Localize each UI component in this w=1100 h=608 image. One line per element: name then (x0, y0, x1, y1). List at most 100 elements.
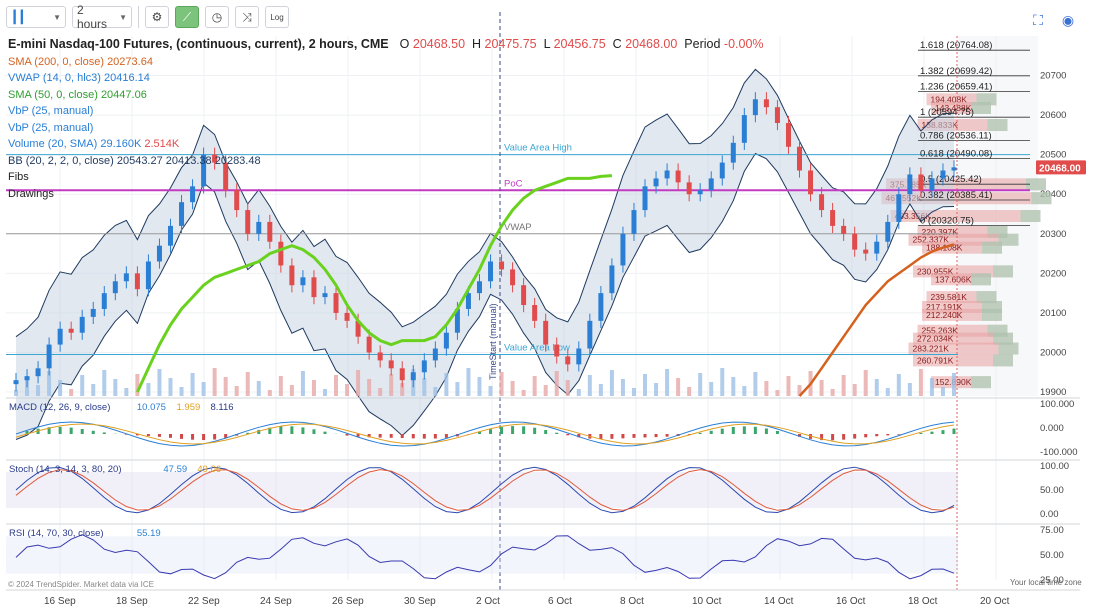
volume-bar (720, 368, 725, 396)
volume-bar (278, 376, 283, 396)
price-tick-label: 20400 (1040, 189, 1066, 200)
fullscreen-icon[interactable]: ⛶ (1033, 12, 1043, 28)
rsi-label: RSI (14, 70, 30, close) (9, 528, 104, 539)
macd-histogram-bar (864, 434, 868, 438)
stoch-band (6, 472, 958, 508)
volume-bar (168, 378, 173, 396)
price-tick-label: 20700 (1040, 71, 1066, 82)
volume-profile-label: 230.955K (917, 266, 954, 276)
x-tick-label: 20 Oct (980, 596, 1010, 607)
stoch-value: 47.59 (163, 464, 187, 475)
price-tick-label: 20100 (1040, 308, 1066, 319)
candle-body (907, 174, 913, 195)
clock-icon: ◷ (211, 10, 223, 24)
volume-profile-bar (998, 233, 1019, 246)
log-button[interactable]: Log (265, 6, 289, 28)
indicator-volume[interactable]: Volume (20, SMA) 29.160K 2.514K (8, 136, 764, 153)
indicator-label: VbP (25, manual) (8, 105, 94, 117)
indicator-drawings[interactable]: Drawings (8, 186, 764, 203)
indicator-vwap[interactable]: VWAP (14, 0, hlc3) 20416.14 (8, 70, 764, 87)
indicator-sma200[interactable]: SMA (200, 0, close) 20273.64 (8, 54, 764, 71)
macd-histogram-bar (477, 431, 481, 434)
indicator-value: 20273.64 (107, 55, 153, 68)
indicator-sma50[interactable]: SMA (50, 0, close) 20447.06 (8, 87, 764, 104)
indicator-vbp-1[interactable]: VbP (25, manual) (8, 103, 764, 120)
indicator-bb[interactable]: BB (20, 2, 2, 0, close) 20543.27 20413.3… (8, 153, 764, 170)
volume-bar (334, 375, 339, 396)
candle-body (311, 277, 317, 298)
clock-button[interactable]: ◷ (205, 6, 229, 28)
volume-profile-bar (982, 308, 1002, 321)
volume-bar (322, 389, 327, 396)
candle-body (68, 328, 74, 333)
indicator-label: VWAP (14, 0, hlc3) (8, 72, 101, 84)
volume-bar (47, 371, 52, 396)
volume-bar (918, 369, 923, 396)
volume-bar (609, 370, 614, 396)
x-tick-label: 24 Sep (260, 596, 292, 607)
candle-body (399, 368, 405, 381)
volume-bar (532, 376, 537, 396)
chart-legend: E-mini Nasdaq-100 Futures, (continuous, … (8, 36, 764, 202)
volume-bar (620, 379, 625, 396)
macd-signal-line (15, 423, 955, 445)
volume-profile-label: 220.397K (922, 227, 959, 237)
chart-title-row: E-mini Nasdaq-100 Futures, (continuous, … (8, 36, 764, 54)
volume-bar (665, 369, 670, 396)
macd-histogram-bar (566, 434, 570, 436)
macd-axis-label: -100.000 (1040, 447, 1078, 458)
settings-button[interactable]: ⚙ (145, 6, 169, 28)
macd-histogram-bar (422, 434, 426, 439)
macd-histogram-bar (25, 431, 29, 434)
x-tick-label: 6 Oct (548, 596, 572, 607)
volume-bar (631, 388, 636, 396)
macd-histogram-bar (544, 430, 548, 434)
x-tick-label: 2 Oct (476, 596, 500, 607)
macd-histogram-bar (919, 432, 923, 434)
camera-icon[interactable]: ◉ (1061, 12, 1075, 28)
macd-histogram-bar (411, 434, 415, 439)
volume-bar (245, 372, 250, 396)
indicator-button[interactable]: ⟋ (175, 6, 199, 28)
volume-bar (14, 390, 18, 396)
macd-histogram-bar (257, 429, 261, 434)
period-label: Period (684, 37, 721, 51)
candle-body (101, 293, 107, 309)
volume-bar (598, 384, 603, 396)
candle-body (123, 273, 129, 282)
volume-bar (554, 371, 559, 396)
candle-body (620, 233, 626, 266)
macd-histogram-bar (632, 434, 636, 438)
macd-axis-label: 0.000 (1040, 423, 1064, 434)
macd-histogram-bar (58, 426, 62, 434)
volume-bar (466, 368, 471, 396)
macd-histogram-bar (500, 427, 504, 434)
volume-bar (124, 388, 129, 396)
candle-body (388, 360, 394, 369)
macd-axis-label: 100.000 (1040, 399, 1074, 410)
x-tick-label: 10 Oct (692, 596, 722, 607)
candle-body (896, 194, 902, 222)
candle-body (190, 186, 196, 203)
x-tick-label: 18 Sep (116, 596, 148, 607)
indicator-vbp-2[interactable]: VbP (25, manual) (8, 120, 764, 137)
macd-histogram-bar (875, 434, 879, 437)
volume-bar (786, 376, 791, 396)
crosshair-button[interactable]: ⤨ (235, 6, 259, 28)
open-label: O (399, 37, 410, 51)
fib-level-label: 0.382 (20385.41) (920, 190, 992, 201)
indicator-fibs[interactable]: Fibs (8, 169, 764, 186)
timestart-label: TimeStart (manual) (488, 303, 498, 380)
macd-histogram-bar (135, 434, 139, 436)
macd-histogram-bar (356, 434, 360, 437)
chart-style-select[interactable]: ┃┃ ▼ (6, 6, 66, 28)
interval-select[interactable]: 2 hours ▼ (72, 3, 132, 31)
macd-histogram-bar (301, 427, 305, 434)
volume-bar (587, 375, 592, 396)
candle-body (488, 261, 494, 282)
candle-body (267, 221, 273, 242)
ohlc-readout: O 20468.50 H 20475.75 L 20456.75 C 20468… (400, 37, 764, 51)
sma200-line (798, 243, 955, 397)
indicator-label: BB (20, 2, 2, 0, close) (8, 154, 114, 167)
